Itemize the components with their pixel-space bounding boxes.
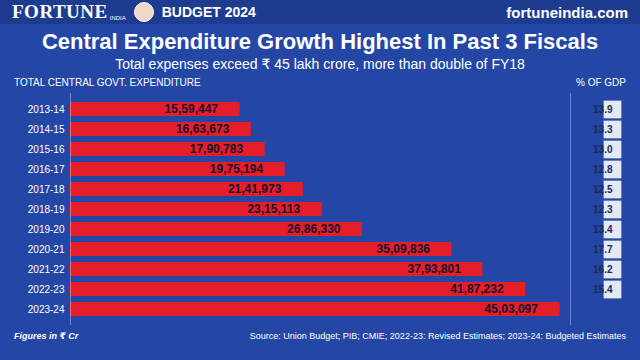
svg-text:12.5: 12.5 (593, 184, 613, 195)
html-text:Total expenses exceed ₹ 45 lak: Total expenses exceed ₹ 45 lakh crore, m… (115, 56, 525, 72)
svg-text:2017-18: 2017-18 (28, 184, 65, 195)
svg-text:15,59,447: 15,59,447 (165, 102, 219, 116)
svg-text:16,63,673: 16,63,673 (176, 122, 230, 136)
svg-text:2016-17: 2016-17 (28, 164, 65, 175)
svg-text:2023-24: 2023-24 (28, 304, 65, 315)
svg-text:2022-23: 2022-23 (28, 284, 65, 295)
html-text:BUDGET 2024: BUDGET 2024 (161, 4, 256, 20)
svg-text:2014-15: 2014-15 (28, 124, 65, 135)
svg-text:35,09,836: 35,09,836 (377, 242, 431, 256)
svg-text:37,93,801: 37,93,801 (407, 262, 461, 276)
svg-text:2019-20: 2019-20 (28, 224, 65, 235)
svg-text:2020-21: 2020-21 (28, 244, 65, 255)
svg-text:2013-14: 2013-14 (28, 104, 65, 115)
html-text:TOTAL CENTRAL GOVT. EXPENDITUR: TOTAL CENTRAL GOVT. EXPENDITURE (14, 77, 201, 88)
html-text:Central Expenditure Growth Hig: Central Expenditure Growth Highest In Pa… (41, 29, 599, 54)
html-text:% OF GDP: % OF GDP (576, 77, 626, 88)
svg-text:15.4: 15.4 (593, 284, 613, 295)
svg-text:12.3: 12.3 (593, 204, 613, 215)
svg-text:13.9: 13.9 (593, 104, 613, 115)
svg-text:26,86,330: 26,86,330 (287, 222, 341, 236)
svg-text:45,03,097: 45,03,097 (485, 302, 539, 316)
html-text:fortuneindia.com: fortuneindia.com (506, 3, 628, 21)
html-text:FORTUNE: FORTUNE (12, 1, 108, 22)
svg-text:2015-16: 2015-16 (28, 144, 65, 155)
svg-text:17,90,783: 17,90,783 (190, 142, 244, 156)
svg-text:13.0: 13.0 (593, 144, 613, 155)
html-text:Figures in ₹ Cr: Figures in ₹ Cr (14, 331, 79, 341)
html-text:Source: Union Budget; PIB; CMI: Source: Union Budget; PIB; CMIE; 2022-23… (249, 331, 626, 341)
svg-text:2021-22: 2021-22 (28, 264, 65, 275)
svg-text:13.4: 13.4 (593, 224, 613, 235)
svg-text:21,41,973: 21,41,973 (228, 182, 282, 196)
svg-text:23,15,113: 23,15,113 (247, 202, 300, 216)
svg-text:17.7: 17.7 (593, 244, 613, 255)
svg-text:13.3: 13.3 (593, 124, 613, 135)
svg-text:16.2: 16.2 (593, 264, 613, 275)
svg-text:12.8: 12.8 (593, 164, 613, 175)
html-text:INDIA: INDIA (109, 15, 126, 21)
svg-text:19,75,194: 19,75,194 (210, 162, 264, 176)
svg-text:2018-19: 2018-19 (28, 204, 65, 215)
svg-text:41,87,232: 41,87,232 (450, 282, 504, 296)
